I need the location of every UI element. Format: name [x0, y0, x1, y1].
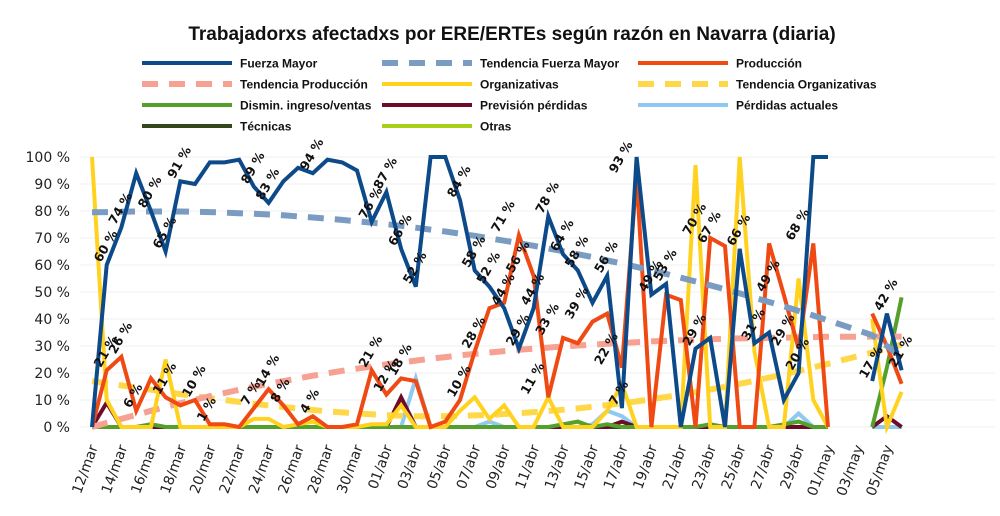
- legend-label: Previsión pérdidas: [480, 99, 588, 113]
- data-label: 66 %: [723, 211, 753, 249]
- legend-item-tendencia-organizativas: Tendencia Organizativas: [638, 78, 877, 92]
- series-line-fuerza-mayor: [870, 313, 904, 382]
- series-line-produccion: [90, 175, 830, 430]
- data-label: 44 %: [517, 270, 547, 308]
- x-tick-label: 28/mar: [305, 443, 337, 496]
- x-tick-label: 01/abr: [365, 443, 396, 492]
- series-line-tendencia-fuerza-mayor: [91, 208, 904, 360]
- legend-item-perdidas-actuales: Pérdidas actuales: [638, 99, 838, 113]
- legend-label: Otras: [480, 120, 512, 134]
- legend-item-produccion: Producción: [638, 57, 802, 71]
- x-axis: 12/mar14/mar16/mar18/mar20/mar22/mar24/m…: [69, 443, 896, 499]
- legend-label: Organizativas: [480, 78, 559, 92]
- x-tick-label: 11/abr: [513, 443, 544, 492]
- legend-label: Tendencia Producción: [240, 78, 368, 92]
- data-label: 39 %: [561, 284, 591, 322]
- x-tick-label: 27/abr: [748, 443, 779, 492]
- y-tick-label: 80 %: [34, 204, 70, 220]
- y-tick-label: 70 %: [34, 231, 70, 247]
- y-tick-label: 30 %: [34, 339, 70, 355]
- x-tick-label: 15/abr: [572, 443, 603, 492]
- x-tick-label: 12/mar: [69, 443, 101, 496]
- y-tick-label: 20 %: [34, 366, 70, 382]
- x-tick-label: 17/abr: [601, 443, 632, 492]
- y-tick-label: 90 %: [34, 177, 70, 193]
- data-label: 74 %: [105, 189, 135, 227]
- legend-item-prevision-perdidas: Previsión pérdidas: [382, 99, 588, 113]
- data-label: 10 %: [444, 362, 474, 400]
- y-tick-label: 100 %: [26, 150, 70, 166]
- y-axis: 0 % 10 % 20 % 30 % 40 % 50 % 60 % 70 % 80 % 90 % 1…: [26, 150, 70, 436]
- chart-title: Trabajadorxs afectadxs por ERE/ERTEs seg…: [188, 24, 835, 45]
- x-tick-label: 20/mar: [187, 443, 219, 496]
- legend-label: Técnicas: [240, 120, 292, 134]
- series-line-fuerza-mayor: [90, 155, 828, 428]
- x-tick-label: 03/may: [834, 443, 867, 498]
- data-label: 21 %: [355, 332, 385, 370]
- x-tick-label: 13/abr: [542, 443, 573, 492]
- data-labels: 60 %74 % 80 %65 %91 % 89 %83 %94 %76 %87 %…: [90, 135, 915, 424]
- x-tick-label: 05/may: [863, 443, 896, 498]
- x-tick-label: 19/abr: [630, 443, 661, 492]
- x-tick-label: 30/mar: [334, 443, 366, 496]
- series-line-dismin-ingreso-ventas: [870, 296, 904, 428]
- data-label: 42 %: [870, 276, 900, 314]
- legend-label: Tendencia Fuerza Mayor: [480, 57, 619, 71]
- x-tick-label: 22/mar: [217, 443, 249, 496]
- y-tick-label: 10 %: [34, 393, 70, 409]
- data-label: 91 %: [164, 143, 194, 181]
- legend: Fuerza Mayor Tendencia Fuerza Mayor Produc…: [142, 57, 877, 134]
- y-tick-label: 40 %: [34, 312, 70, 328]
- x-tick-label: 21/abr: [660, 443, 691, 492]
- x-tick-label: 05/abr: [424, 443, 455, 492]
- x-tick-label: 26/mar: [276, 443, 308, 496]
- y-tick-label: 50 %: [34, 285, 70, 301]
- data-label: 71 %: [488, 197, 518, 235]
- legend-item-organizativas: Organizativas: [382, 78, 559, 92]
- x-tick-label: 14/mar: [99, 443, 131, 496]
- series-group: [90, 155, 904, 435]
- series-line-tendencia-produccion: [91, 333, 902, 430]
- legend-item-tendencia-fuerza-mayor: Tendencia Fuerza Mayor: [382, 57, 619, 71]
- y-tick-label: 60 %: [34, 258, 70, 274]
- data-label: 66 %: [385, 211, 415, 249]
- x-tick-label: 29/abr: [778, 443, 809, 492]
- data-label: 87 %: [370, 154, 400, 192]
- legend-label: Pérdidas actuales: [736, 99, 838, 113]
- legend-item-otras: Otras: [382, 120, 512, 134]
- x-tick-label: 23/abr: [689, 443, 720, 492]
- legend-item-fuerza-mayor: Fuerza Mayor: [142, 57, 318, 71]
- data-label: 11 %: [517, 359, 547, 397]
- x-tick-label: 18/mar: [158, 443, 190, 496]
- legend-item-dismin-ingreso-ventas: Dismin. ingreso/ventas: [142, 99, 372, 113]
- legend-label: Producción: [736, 57, 802, 71]
- x-tick-label: 09/abr: [483, 443, 514, 492]
- y-tick-label: 0 %: [43, 420, 70, 436]
- legend-label: Tendencia Organizativas: [736, 78, 877, 92]
- x-tick-label: 03/abr: [395, 443, 426, 492]
- data-label: 56 %: [591, 238, 621, 276]
- data-label: 10 %: [179, 362, 209, 400]
- legend-item-tendencia-produccion: Tendencia Producción: [142, 78, 368, 92]
- x-tick-label: 24/mar: [246, 443, 278, 496]
- x-tick-label: 16/mar: [128, 443, 160, 496]
- legend-item-tecnicas: Técnicas: [142, 120, 292, 134]
- legend-label: Fuerza Mayor: [240, 57, 318, 71]
- legend-label: Dismin. ingreso/ventas: [240, 99, 372, 113]
- x-tick-label: 01/may: [805, 443, 838, 498]
- x-tick-label: 25/abr: [719, 443, 750, 492]
- x-tick-label: 07/abr: [454, 443, 485, 492]
